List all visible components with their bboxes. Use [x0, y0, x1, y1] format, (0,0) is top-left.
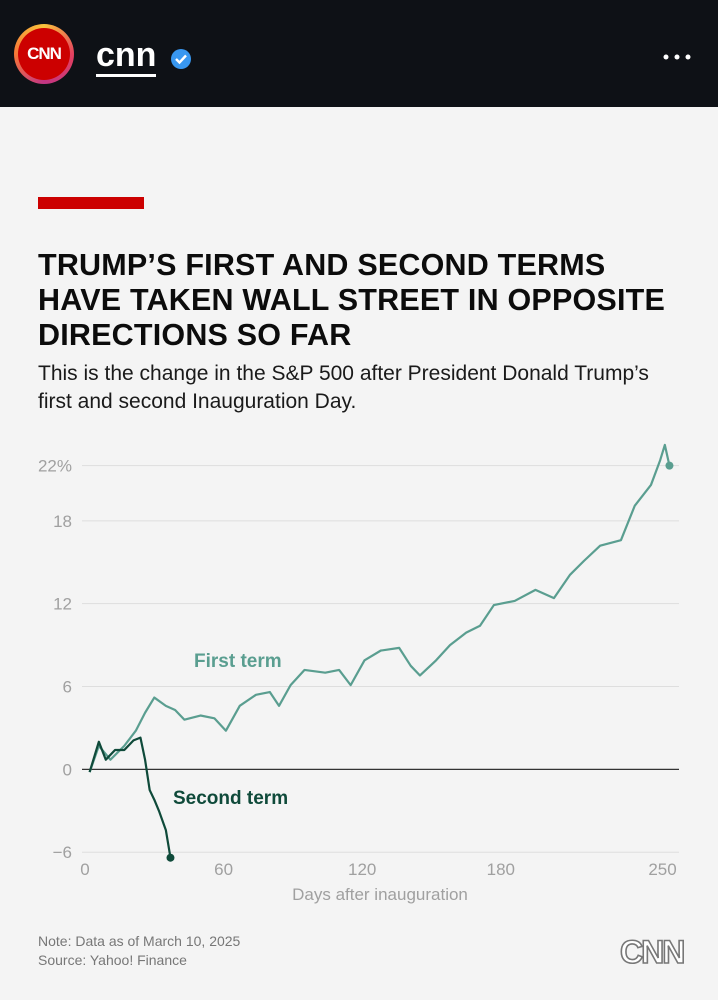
series-label: First term	[194, 651, 282, 672]
y-tick-label: 6	[63, 678, 72, 697]
x-tick-label: 120	[348, 860, 376, 879]
y-tick-label: 12	[53, 595, 72, 614]
series-line	[88, 443, 671, 773]
y-tick-label: 0	[63, 760, 72, 779]
note: Note: Data as of March 10, 2025	[38, 933, 241, 949]
avatar[interactable]: CNN	[14, 24, 74, 84]
x-axis-title: Days after inauguration	[292, 885, 468, 904]
avatar-logo: CNN	[18, 28, 70, 80]
brand-logo: CNN	[619, 933, 686, 971]
y-tick-label: 22%	[38, 457, 72, 476]
username[interactable]: cnn	[96, 38, 157, 77]
y-tick-label: −6	[53, 843, 72, 862]
accent-bar	[38, 197, 144, 209]
series-line	[88, 736, 172, 858]
chart-subtitle: This is the change in the S&P 500 after …	[38, 362, 649, 413]
post-header: CNN cnn	[0, 0, 718, 107]
end-dot	[665, 461, 674, 470]
more-menu[interactable]	[662, 52, 692, 62]
x-tick-label: 0	[80, 860, 89, 879]
x-tick-label: 250	[648, 860, 676, 879]
y-tick-label: 18	[53, 512, 72, 531]
x-tick-label: 60	[214, 860, 233, 879]
series-label: Second term	[173, 788, 288, 809]
x-tick-label: 180	[487, 860, 515, 879]
chart-title: TRUMP’S FIRST AND SECOND TERMS HAVE TAKE…	[38, 248, 666, 352]
footnote: Note: Data as of March 10, 2025 Source: …	[38, 932, 240, 970]
verified-badge	[171, 49, 191, 69]
source: Source: Yahoo! Finance	[38, 952, 187, 968]
end-dot	[166, 853, 175, 862]
